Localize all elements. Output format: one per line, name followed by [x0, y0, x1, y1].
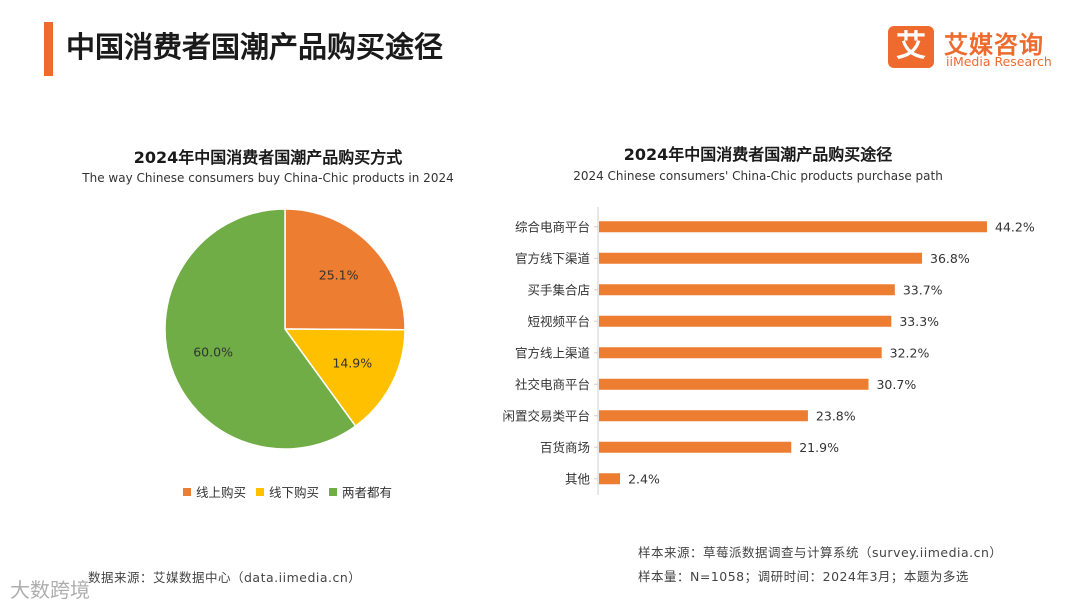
pie-legend: 线上购买 线下购买 两者都有	[183, 482, 402, 501]
bar-category-label: 综合电商平台	[515, 219, 590, 234]
legend-item: 线下购买	[256, 482, 319, 501]
bar-value-label: 33.3%	[899, 314, 939, 329]
bar-category-label: 其他	[565, 471, 591, 486]
bar-value-label: 30.7%	[876, 377, 916, 392]
legend-item: 线上购买	[183, 482, 246, 501]
pie-data-label: 14.9%	[332, 356, 372, 371]
bar	[599, 473, 621, 485]
legend-label: 两者都有	[342, 485, 393, 500]
pie-slice	[164, 208, 357, 450]
bar-value-label: 33.7%	[903, 282, 943, 297]
bar	[599, 410, 808, 422]
bar-category-label: 百货商场	[540, 440, 590, 455]
bar	[599, 284, 895, 296]
bar-category-label: 官方线下渠道	[515, 251, 591, 266]
bar-chart-subtitle: 2024 Chinese consumers' China-Chic produ…	[573, 169, 943, 183]
bar-category-label: 社交电商平台	[515, 377, 590, 392]
pie-chart: 25.1% 14.9% 60.0%	[164, 208, 406, 450]
sample-source-note: 样本来源：草莓派数据调查与计算系统（survey.iimedia.cn）	[638, 545, 1003, 560]
bar-category-label: 闲置交易类平台	[502, 408, 590, 423]
pie-slice	[283, 328, 406, 428]
sample-size-note: 样本量：N=1058；调研时间：2024年3月；本题为多选	[638, 569, 969, 584]
bar	[599, 221, 987, 233]
bar	[599, 378, 869, 390]
data-source-note: 数据来源：艾媒数据中心（data.iimedia.cn）	[88, 570, 362, 585]
bar	[599, 252, 923, 264]
bar	[599, 441, 792, 453]
bar-category-label: 官方线上渠道	[515, 345, 591, 360]
bar-value-label: 21.9%	[799, 440, 839, 455]
bar-category-label: 买手集合店	[527, 282, 590, 297]
pie-data-label: 60.0%	[193, 344, 233, 359]
legend-swatch	[183, 488, 191, 496]
bar	[599, 315, 892, 327]
bar	[599, 347, 882, 359]
bar-value-label: 36.8%	[930, 251, 970, 266]
iimedia-logo: 艾 艾媒咨询 iiMedia Research	[888, 22, 1068, 72]
bar-category-label: 短视频平台	[527, 314, 590, 329]
logo-mark: 艾	[888, 26, 934, 68]
legend-item: 两者都有	[329, 482, 392, 501]
pie-data-label: 25.1%	[319, 268, 359, 283]
legend-swatch	[329, 488, 338, 496]
pie-chart-subtitle: The way Chinese consumers buy China-Chic…	[82, 171, 454, 185]
page-title: 中国消费者国潮产品购买途径	[66, 30, 444, 64]
logo-text-cn: 艾媒咨询	[944, 31, 1044, 59]
pie-chart-title: 2024年中国消费者国潮产品购买方式	[133, 148, 403, 167]
legend-label: 线上购买	[196, 485, 247, 500]
bar-value-label: 32.2%	[890, 345, 930, 360]
legend-label: 线下购买	[269, 485, 320, 500]
watermark: 大数跨境	[10, 578, 90, 602]
bar-chart: 综合电商平台 44.2% 官方线下渠道 36.8% 买手集合店 33.7% 短视频平台 33.…	[502, 207, 1035, 495]
logo-text-en: iiMedia Research	[946, 54, 1052, 69]
pie-slice	[284, 208, 406, 331]
bar-value-label: 44.2%	[995, 219, 1035, 234]
bar-value-label: 2.4%	[628, 471, 660, 486]
legend-swatch	[256, 488, 265, 496]
bar-value-label: 23.8%	[816, 408, 856, 423]
bar-chart-title: 2024年中国消费者国潮产品购买途径	[623, 145, 893, 164]
title-accent-bar	[44, 22, 53, 76]
